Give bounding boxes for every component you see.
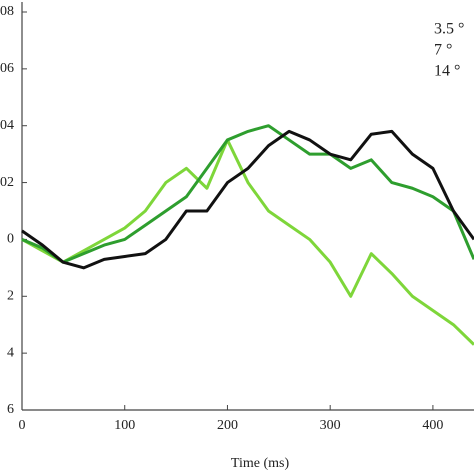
x-tick-label: 400 — [422, 418, 443, 433]
y-tick-label: 04 — [0, 118, 14, 133]
x-tick-label: 0 — [19, 418, 26, 433]
y-tick-label: 6 — [7, 402, 14, 417]
series-line — [21, 138, 474, 346]
x-tick-label: 100 — [114, 418, 135, 433]
legend-label: 3.5 ° — [434, 21, 464, 38]
legend-label: 14 ° — [434, 63, 460, 80]
series-line — [21, 124, 474, 264]
y-tick-label: 2 — [7, 289, 14, 304]
x-tick-label: 200 — [217, 418, 238, 433]
legend-label: 7 ° — [434, 42, 452, 59]
y-tick-label: 4 — [7, 345, 14, 360]
y-tick-label: 08 — [0, 4, 14, 19]
x-tick-label: 300 — [320, 418, 341, 433]
series-line — [21, 129, 474, 270]
y-tick-label: 02 — [0, 175, 14, 190]
y-tick-label: 0 — [7, 232, 14, 247]
x-axis-label: Time (ms) — [231, 456, 290, 471]
y-tick-label: 06 — [0, 61, 14, 76]
